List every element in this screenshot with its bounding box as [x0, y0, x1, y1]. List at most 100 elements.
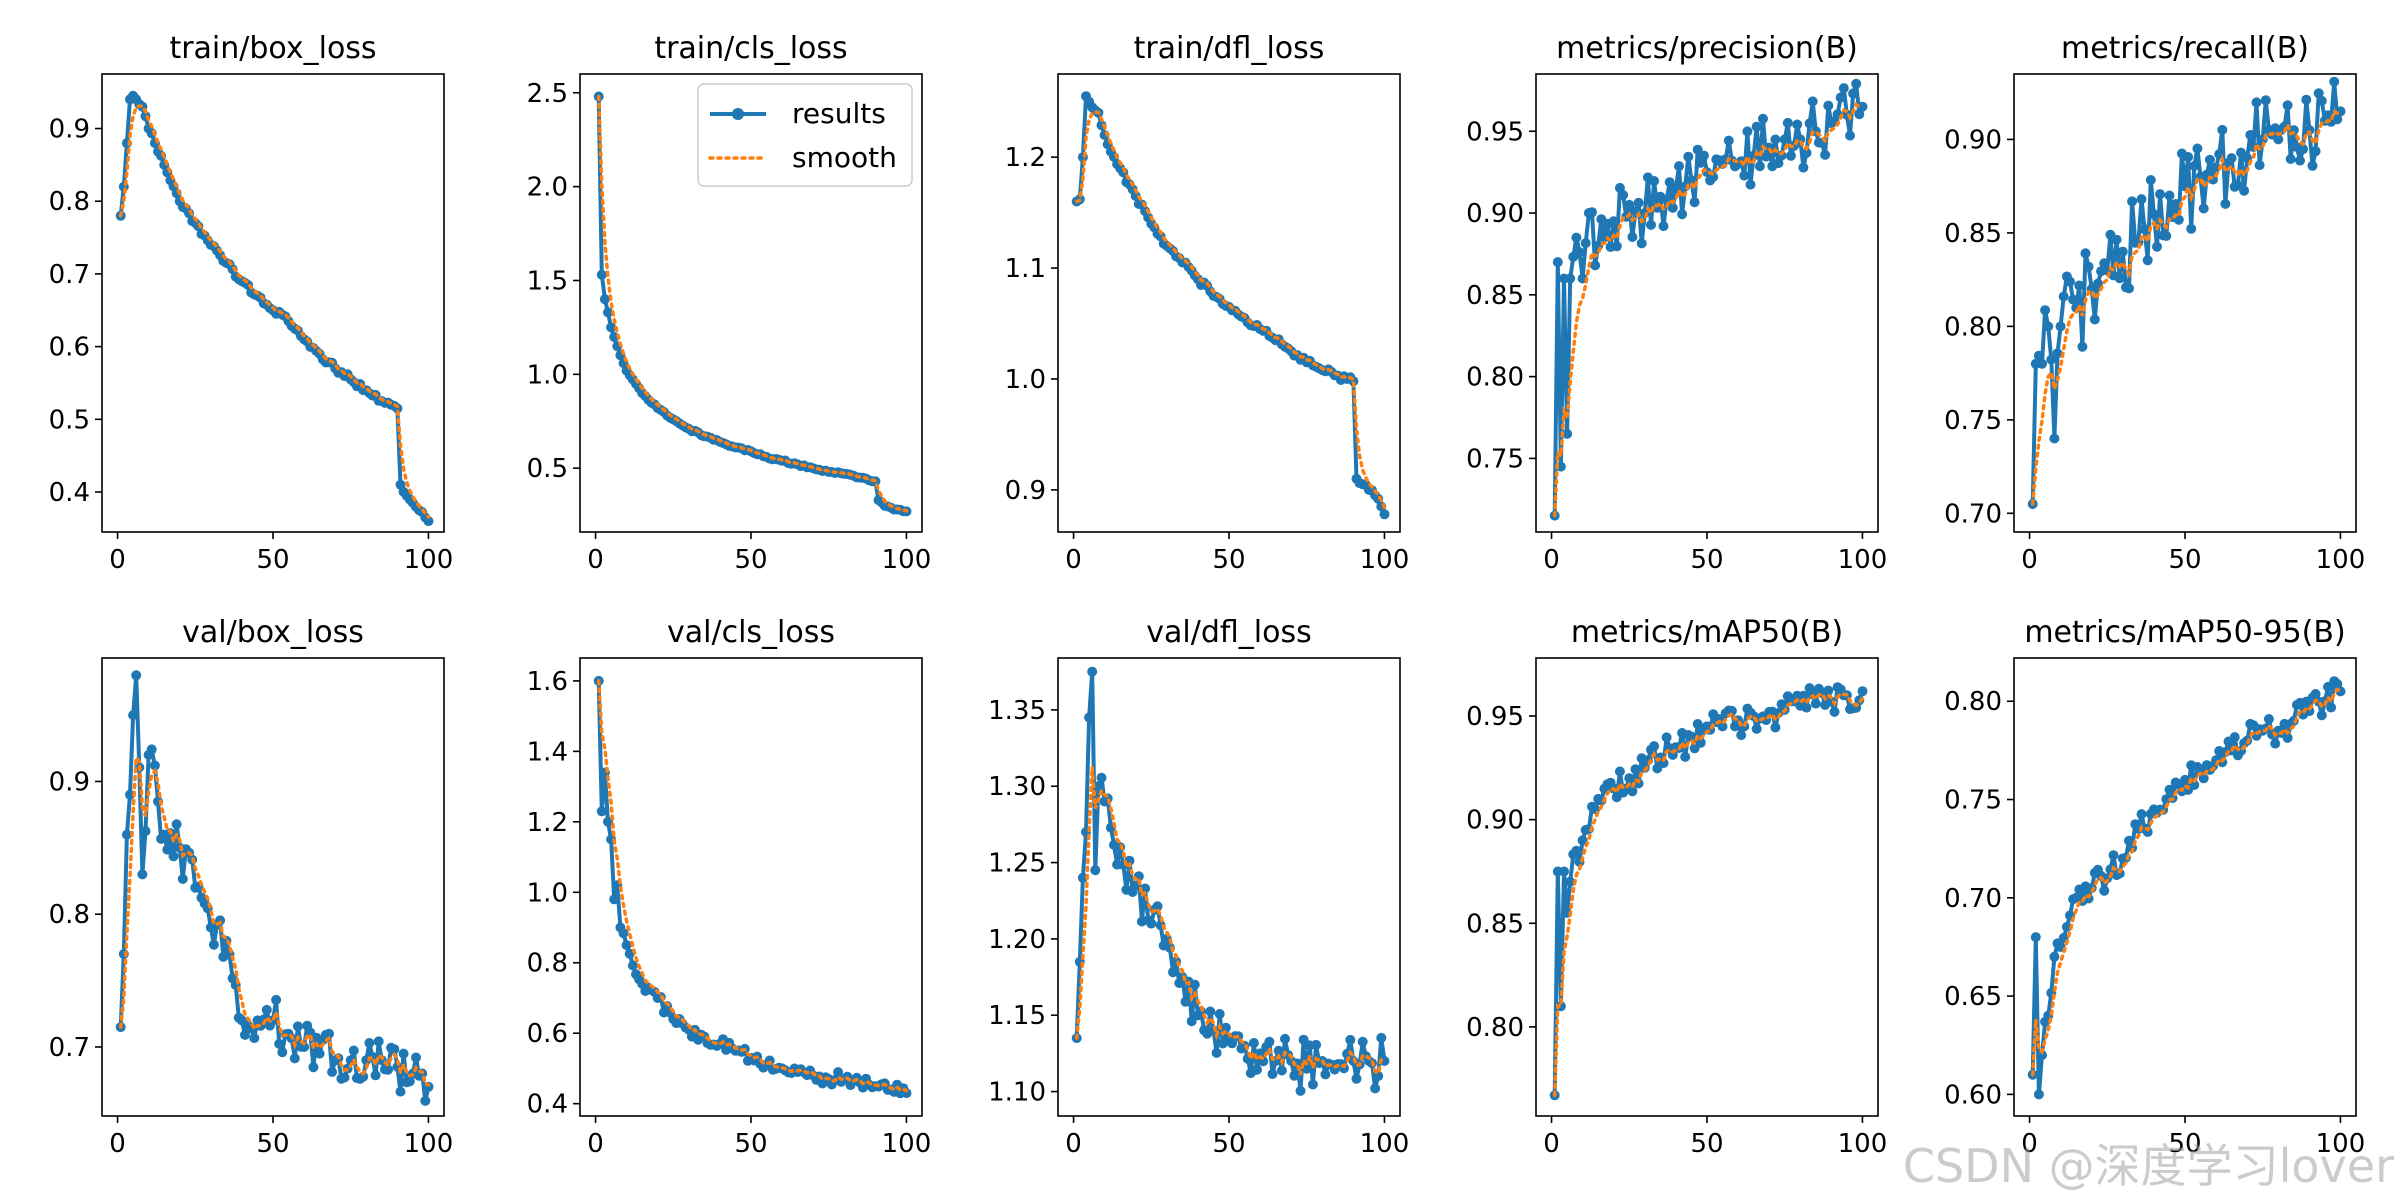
- results-markers: [1549, 78, 1868, 521]
- y-tick-label: 0.80: [1944, 687, 2002, 717]
- results-point: [1311, 1039, 1322, 1050]
- x-tick-label: 0: [1065, 1129, 1082, 1159]
- results-point: [1168, 967, 1178, 978]
- results-point: [1838, 83, 1849, 94]
- results-point: [2310, 689, 2321, 699]
- results-point: [2127, 196, 2138, 207]
- y-tick-label: 0.8: [49, 900, 90, 930]
- results-point: [1667, 202, 1678, 213]
- results-point: [358, 1071, 369, 1082]
- results-point: [404, 1076, 415, 1087]
- results-point: [1848, 88, 1859, 99]
- results-point: [833, 1067, 844, 1078]
- results-point: [1773, 158, 1784, 169]
- results-point: [2080, 248, 2091, 259]
- results-point: [2198, 773, 2209, 784]
- results-point: [1779, 134, 1790, 145]
- results-point: [1624, 773, 1635, 784]
- subplot-title: metrics/recall(B): [2061, 31, 2309, 66]
- results-point: [240, 1029, 250, 1040]
- results-point: [2033, 1089, 2044, 1100]
- results-point: [1220, 1022, 1231, 1033]
- smooth-line: [1552, 692, 1865, 1098]
- x-tick-label: 50: [2168, 545, 2201, 575]
- results-point: [261, 1004, 272, 1015]
- y-tick-label: 0.7: [49, 260, 90, 290]
- results-line: [1552, 81, 1865, 516]
- results-point: [1186, 1016, 1197, 1027]
- results-point: [289, 1053, 300, 1064]
- results-point: [2161, 231, 2172, 241]
- results-point: [2183, 152, 2194, 162]
- results-point: [2152, 241, 2162, 252]
- y-tick-label: 0.6: [527, 1019, 568, 1049]
- results-point: [1736, 730, 1747, 741]
- results-point: [137, 869, 148, 880]
- results-point: [2164, 190, 2175, 201]
- results-point: [324, 1028, 334, 1039]
- results-point: [2108, 850, 2119, 861]
- results-markers: [1549, 682, 1868, 1101]
- results-point: [2180, 774, 2190, 785]
- axes-frame: [2013, 657, 2357, 1117]
- results-point: [1770, 722, 1781, 733]
- y-tick-label: 0.4: [527, 1090, 568, 1120]
- results-point: [1636, 238, 1647, 249]
- results-point: [1180, 996, 1191, 1007]
- y-tick-label: 0.95: [1466, 117, 1524, 147]
- y-tick-label: 0.5: [527, 454, 568, 484]
- results-point: [1624, 199, 1635, 210]
- y-tick-label: 0.90: [1466, 199, 1524, 229]
- results-point: [140, 826, 151, 837]
- subplot-3: train/dfl_loss 0 50 100 0.9 1.0 1.1 1.2: [1005, 31, 1410, 575]
- subplot-6: val/box_loss 0 50 100 0.7 0.8 0.9: [49, 615, 454, 1159]
- results-point: [1633, 197, 1644, 208]
- x-tick-label: 100: [2316, 1129, 2366, 1159]
- results-point: [2092, 278, 2103, 289]
- results-point: [1376, 1032, 1387, 1043]
- y-tick-label: 0.80: [1466, 1013, 1524, 1043]
- results-point: [1723, 135, 1734, 146]
- results-point: [1823, 100, 1834, 111]
- results-point: [599, 294, 610, 305]
- results-point: [1820, 149, 1831, 160]
- results-point: [2329, 76, 2340, 87]
- results-point: [1084, 712, 1095, 723]
- results-point: [1845, 130, 1855, 141]
- results-point: [2077, 341, 2088, 352]
- y-tick-label: 0.80: [1466, 363, 1524, 393]
- results-point: [1770, 134, 1781, 145]
- results-point: [2030, 932, 2041, 943]
- smooth-line: [596, 679, 909, 1093]
- results-point: [603, 816, 613, 827]
- results-point: [125, 789, 135, 800]
- subplot-4: metrics/precision(B) 0 50 100 0.75 0.80 0.85 0.…: [1466, 31, 1887, 575]
- results-point: [2155, 189, 2166, 200]
- results-point: [1661, 732, 1672, 743]
- results-point: [1680, 751, 1691, 762]
- results-point: [2273, 134, 2284, 145]
- results-point: [1692, 144, 1703, 155]
- results-point: [1686, 175, 1697, 186]
- results-point: [1577, 835, 1588, 846]
- results-point: [1798, 162, 1809, 173]
- results-point: [373, 1036, 384, 1047]
- subplot-title: val/box_loss: [182, 615, 364, 650]
- x-tick-label: 0: [587, 545, 604, 575]
- results-point: [162, 844, 173, 855]
- results-point: [609, 894, 620, 905]
- results-point: [2239, 185, 2250, 196]
- legend-box: [697, 83, 913, 187]
- y-tick-label: 0.85: [1466, 909, 1524, 939]
- results-point: [2170, 199, 2181, 209]
- results-point: [1345, 1034, 1356, 1045]
- results-point: [1785, 150, 1796, 161]
- subplot-8: val/dfl_loss 0 50 100 1.10 1.15 1.20 1.25 1.30 1.…: [988, 615, 1409, 1159]
- results-point: [596, 806, 607, 817]
- y-tick-label: 0.85: [1466, 281, 1524, 311]
- smooth-line: [1074, 767, 1387, 1076]
- results-point: [1273, 1045, 1284, 1056]
- results-point: [1674, 161, 1684, 172]
- results-point: [596, 269, 607, 280]
